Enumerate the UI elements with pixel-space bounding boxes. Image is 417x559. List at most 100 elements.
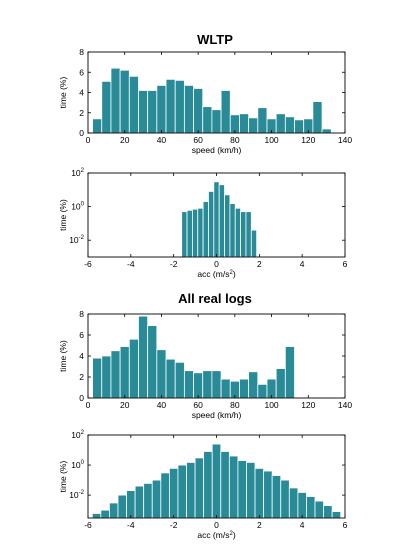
bar <box>306 496 316 519</box>
x-tick-label: -2 <box>170 259 178 269</box>
y-tick-label: 4 <box>79 88 84 98</box>
x-tick-label: -4 <box>127 259 135 269</box>
bar <box>202 106 213 134</box>
x-tick-label: 20 <box>120 135 130 145</box>
x-tick-label: -6 <box>84 520 92 530</box>
bar <box>202 370 213 399</box>
bar <box>245 211 252 258</box>
bar <box>246 462 256 519</box>
bar <box>248 117 259 134</box>
bar <box>117 494 127 519</box>
bar <box>110 350 121 399</box>
y-axis-label: time (%) <box>58 461 68 493</box>
bar <box>151 479 162 519</box>
bar <box>234 207 241 258</box>
bar <box>186 462 196 519</box>
bar <box>213 181 220 258</box>
x-tick-label: 4 <box>300 259 305 269</box>
bar <box>147 325 158 399</box>
bar <box>314 500 324 519</box>
bar <box>224 194 231 258</box>
y-axis-label: time (%) <box>58 340 68 372</box>
y-axis-label: time (%) <box>58 199 68 231</box>
bar <box>147 90 158 134</box>
x-tick-label: 6 <box>343 259 348 269</box>
bar <box>254 467 265 519</box>
bar <box>239 378 250 399</box>
y-tick-label: 10-2 <box>69 235 84 245</box>
bar <box>186 209 193 258</box>
bar <box>275 113 286 134</box>
bar <box>134 485 145 519</box>
bar <box>312 101 323 134</box>
bar <box>177 464 187 519</box>
bar <box>100 509 110 519</box>
x-tick-label: 120 <box>301 400 315 410</box>
x-tick-label: 0 <box>86 400 91 410</box>
x-tick-label: 40 <box>157 400 167 410</box>
y-tick-label: 10-2 <box>69 490 84 500</box>
bar <box>156 349 167 399</box>
bar <box>321 128 332 134</box>
x-tick-label: -6 <box>84 259 92 269</box>
bar <box>193 88 204 134</box>
bar <box>92 118 103 134</box>
bar <box>257 107 268 134</box>
bar <box>237 460 247 519</box>
y-tick-label: 2 <box>79 372 84 382</box>
x-tick-label: 140 <box>338 135 352 145</box>
bar <box>208 191 215 258</box>
bar <box>288 487 299 519</box>
x-tick-label: 20 <box>120 400 130 410</box>
bar <box>280 479 290 519</box>
bar <box>109 502 119 519</box>
bar <box>275 368 286 399</box>
bar <box>297 492 307 519</box>
bar <box>119 69 130 134</box>
bar <box>203 451 213 519</box>
y-tick-label: 4 <box>79 351 84 361</box>
bar <box>183 370 194 399</box>
bar <box>263 470 273 519</box>
x-tick-label: 100 <box>264 400 278 410</box>
bar <box>160 472 170 519</box>
bar <box>92 357 103 399</box>
bar <box>257 383 268 399</box>
y-tick-label: 6 <box>79 330 84 340</box>
x-tick-label: 80 <box>230 400 240 410</box>
x-tick-label: 6 <box>343 520 348 530</box>
y-tick-label: 6 <box>79 67 84 77</box>
bar <box>248 371 259 399</box>
bar <box>228 455 239 519</box>
bar <box>165 358 176 399</box>
bar <box>91 513 102 519</box>
bar <box>183 85 194 134</box>
y-tick-label: 8 <box>79 309 84 319</box>
x-tick-label: 2 <box>257 259 262 269</box>
x-tick-label: 60 <box>193 135 203 145</box>
bar <box>211 109 222 134</box>
bar <box>174 79 185 134</box>
x-tick-label: 2 <box>257 520 262 530</box>
x-tick-label: 60 <box>193 400 203 410</box>
x-tick-label: 40 <box>157 135 167 145</box>
bar <box>331 511 342 519</box>
y-tick-label: 0 <box>79 128 84 138</box>
bar <box>174 361 185 399</box>
bar <box>211 443 222 519</box>
bar <box>138 315 149 399</box>
x-tick-label: 140 <box>338 400 352 410</box>
bar <box>119 346 130 399</box>
bar <box>101 355 112 399</box>
bar <box>194 457 205 519</box>
bar <box>110 67 121 134</box>
x-axis-label: speed (km/h) <box>192 410 242 420</box>
bar <box>128 338 139 399</box>
bar <box>250 229 258 258</box>
bar <box>143 483 153 519</box>
bar <box>218 184 225 258</box>
bar <box>101 80 112 134</box>
y-axis-label: time (%) <box>58 77 68 109</box>
bar <box>323 505 333 519</box>
